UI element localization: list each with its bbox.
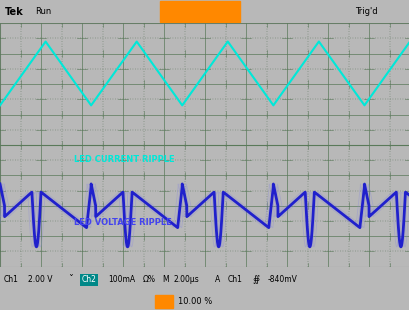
Text: A: A (214, 275, 220, 284)
Bar (160, 1, 239, 22)
Text: Ω%: Ω% (143, 275, 155, 284)
Text: LED CURRENT RIPPLE: LED CURRENT RIPPLE (74, 155, 174, 164)
Text: ∯: ∯ (252, 275, 258, 284)
Text: ˇ: ˇ (68, 275, 73, 285)
Text: 2.00 V: 2.00 V (28, 275, 52, 284)
Text: 2.00μs: 2.00μs (173, 275, 199, 284)
Text: Ch1: Ch1 (227, 275, 242, 284)
Text: Tek: Tek (5, 7, 24, 17)
Text: 10.00 %: 10.00 % (178, 297, 212, 306)
Text: LED VOLTAGE RIPPLE: LED VOLTAGE RIPPLE (74, 218, 171, 227)
Bar (155, 294, 173, 308)
Text: 100mA: 100mA (108, 275, 135, 284)
Text: Run: Run (35, 7, 51, 16)
Text: Trig'd: Trig'd (354, 7, 377, 16)
Text: M: M (162, 275, 168, 284)
Text: Ch2: Ch2 (82, 275, 97, 284)
Text: -840mV: -840mV (267, 275, 297, 284)
Text: Ch1: Ch1 (4, 275, 19, 284)
